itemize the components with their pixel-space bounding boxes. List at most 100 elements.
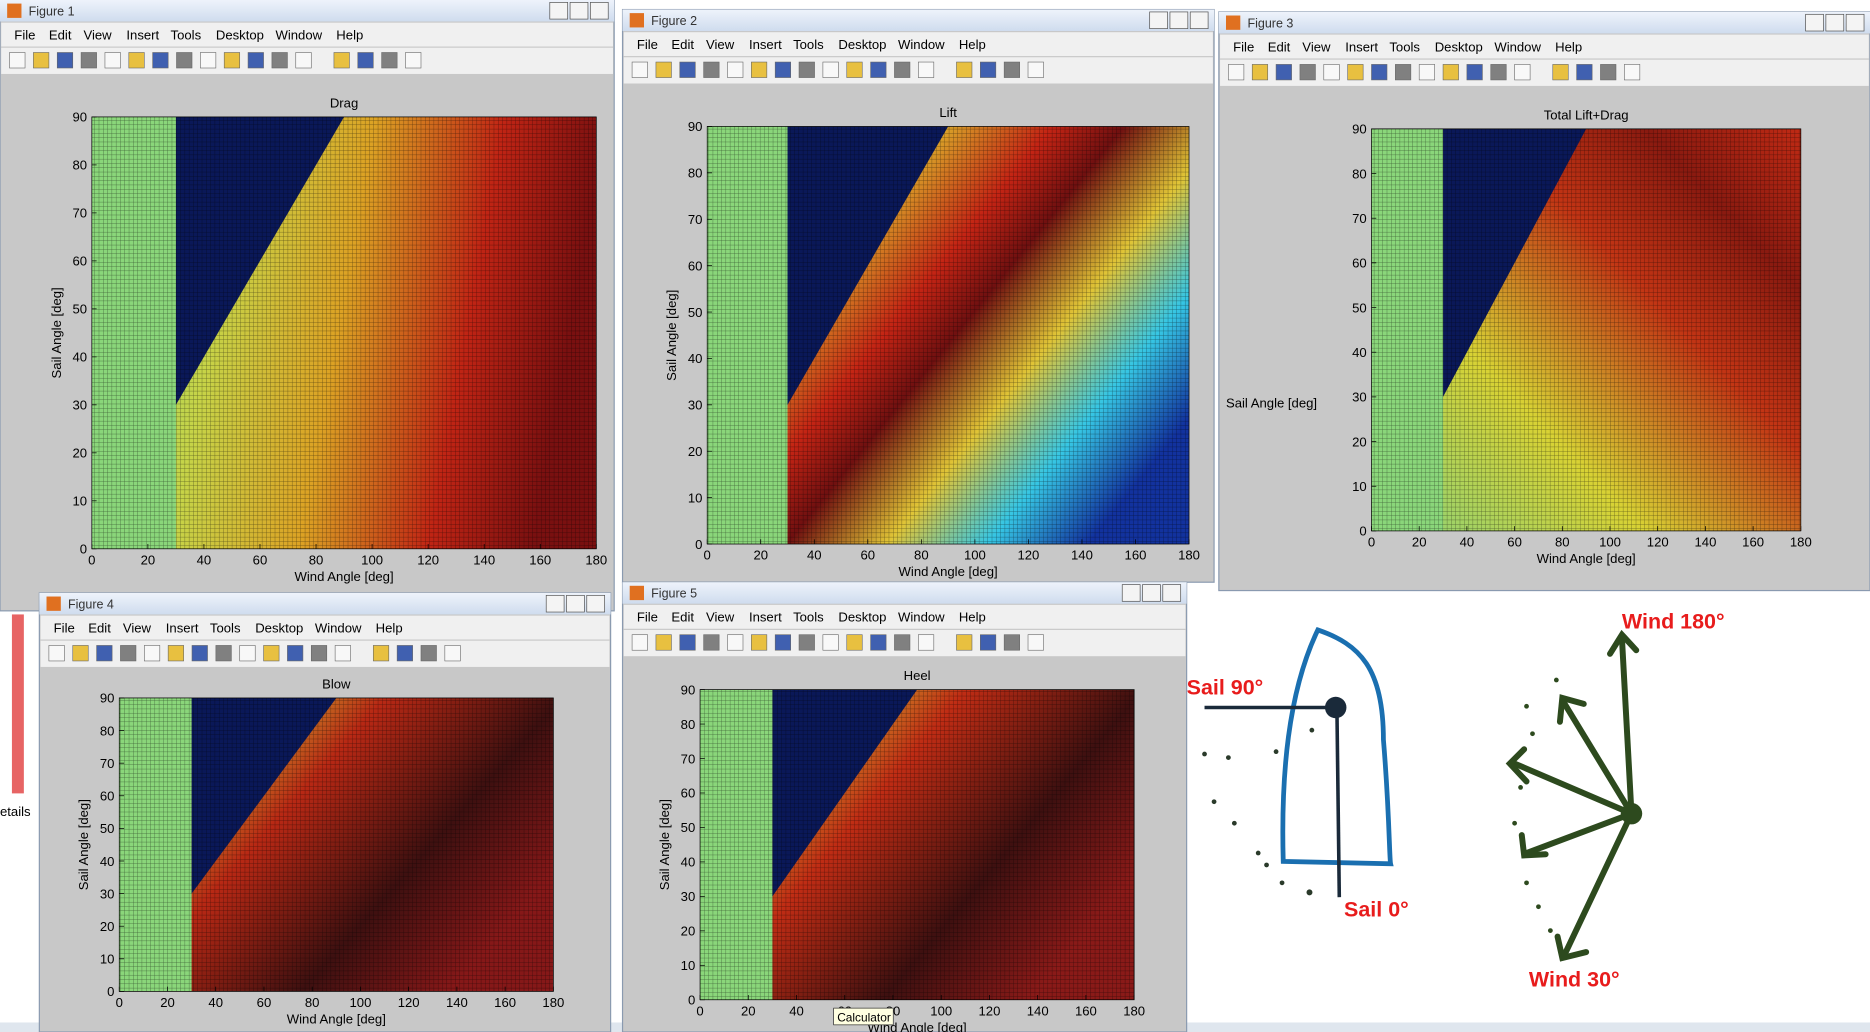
toolbar-button[interactable] xyxy=(1514,64,1531,81)
menu-item[interactable]: Help xyxy=(959,610,986,625)
toolbar-button[interactable] xyxy=(9,52,26,69)
menu-item[interactable]: Window xyxy=(898,610,945,625)
toolbar-button[interactable] xyxy=(918,61,935,78)
toolbar-button[interactable] xyxy=(727,634,744,651)
toolbar-button[interactable] xyxy=(247,52,264,69)
toolbar-button[interactable] xyxy=(679,61,696,78)
toolbar-button[interactable] xyxy=(980,61,997,78)
menu-item[interactable]: Insert xyxy=(166,620,199,635)
toolbar-button[interactable] xyxy=(1003,61,1020,78)
toolbar-button[interactable] xyxy=(798,634,815,651)
toolbar-button[interactable] xyxy=(1624,64,1641,81)
toolbar-button[interactable] xyxy=(120,645,137,662)
window-button[interactable] xyxy=(1825,13,1845,32)
menu-item[interactable]: Desktop xyxy=(838,610,886,625)
toolbar-button[interactable] xyxy=(104,52,121,69)
toolbar-button[interactable] xyxy=(1490,64,1507,81)
toolbar-button[interactable] xyxy=(33,52,50,69)
menu-item[interactable]: Help xyxy=(336,27,363,42)
menu-item[interactable]: Window xyxy=(275,27,322,42)
window-button[interactable] xyxy=(1189,11,1209,29)
toolbar-button[interactable] xyxy=(1027,61,1044,78)
toolbar-button[interactable] xyxy=(295,52,312,69)
toolbar-button[interactable] xyxy=(846,61,863,78)
toolbar-button[interactable] xyxy=(1228,64,1245,81)
toolbar-button[interactable] xyxy=(956,634,973,651)
toolbar-button[interactable] xyxy=(334,645,351,662)
toolbar-button[interactable] xyxy=(152,52,169,69)
toolbar-button[interactable] xyxy=(128,52,145,69)
toolbar-button[interactable] xyxy=(215,645,232,662)
menu-item[interactable]: Edit xyxy=(88,620,111,635)
menu-item[interactable]: Desktop xyxy=(838,37,886,52)
window-button[interactable] xyxy=(586,594,606,613)
window-button[interactable] xyxy=(569,2,589,20)
menu-item[interactable]: Edit xyxy=(671,610,694,625)
toolbar-button[interactable] xyxy=(96,645,113,662)
menu-item[interactable]: Edit xyxy=(1268,39,1291,54)
toolbar-button[interactable] xyxy=(631,61,648,78)
menu-item[interactable]: Desktop xyxy=(216,27,264,42)
toolbar-button[interactable] xyxy=(372,645,390,662)
toolbar-button[interactable] xyxy=(1299,64,1316,81)
menu-item[interactable]: View xyxy=(706,37,735,52)
menu-item[interactable]: Window xyxy=(315,620,362,635)
window-button[interactable] xyxy=(549,2,569,20)
toolbar-button[interactable] xyxy=(1347,64,1364,81)
toolbar-button[interactable] xyxy=(703,61,720,78)
menu-item[interactable]: Window xyxy=(1494,39,1541,54)
toolbar-button[interactable] xyxy=(1275,64,1292,81)
window-button[interactable] xyxy=(1142,584,1161,602)
menu-item[interactable]: File xyxy=(54,620,75,635)
menu-item[interactable]: Help xyxy=(1555,39,1582,54)
toolbar-button[interactable] xyxy=(444,645,461,662)
toolbar-button[interactable] xyxy=(727,61,744,78)
menu-item[interactable]: View xyxy=(1302,39,1331,54)
window-button[interactable] xyxy=(1149,11,1168,29)
toolbar-button[interactable] xyxy=(223,52,241,69)
toolbar-button[interactable] xyxy=(1395,64,1412,81)
toolbar-button[interactable] xyxy=(1027,634,1044,651)
toolbar-button[interactable] xyxy=(333,52,350,69)
toolbar-button[interactable] xyxy=(80,52,97,69)
toolbar-button[interactable] xyxy=(420,645,437,662)
toolbar-button[interactable] xyxy=(751,61,768,78)
toolbar-button[interactable] xyxy=(655,634,672,651)
toolbar-button[interactable] xyxy=(396,645,413,662)
toolbar-button[interactable] xyxy=(655,61,672,78)
toolbar-button[interactable] xyxy=(846,634,863,651)
menu-item[interactable]: Tools xyxy=(210,620,241,635)
toolbar-button[interactable] xyxy=(980,634,997,651)
toolbar-button[interactable] xyxy=(679,634,696,651)
toolbar-button[interactable] xyxy=(1371,64,1388,81)
menu-item[interactable]: File xyxy=(1233,39,1254,54)
toolbar-button[interactable] xyxy=(894,61,911,78)
toolbar-button[interactable] xyxy=(287,645,304,662)
toolbar-button[interactable] xyxy=(1418,64,1435,81)
toolbar-button[interactable] xyxy=(822,61,839,78)
toolbar-button[interactable] xyxy=(144,645,161,662)
toolbar-button[interactable] xyxy=(774,634,791,651)
toolbar-button[interactable] xyxy=(56,52,74,69)
toolbar-button[interactable] xyxy=(1323,64,1340,81)
window-button[interactable] xyxy=(1121,584,1141,602)
menu-item[interactable]: Desktop xyxy=(255,620,303,635)
toolbar-button[interactable] xyxy=(894,634,911,651)
toolbar-button[interactable] xyxy=(1003,634,1020,651)
toolbar-button[interactable] xyxy=(357,52,374,69)
menu-item[interactable]: Help xyxy=(376,620,403,635)
menu-item[interactable]: File xyxy=(637,37,658,52)
toolbar-button[interactable] xyxy=(1442,64,1459,81)
menu-item[interactable]: File xyxy=(637,610,658,625)
toolbar-button[interactable] xyxy=(176,52,193,69)
menu-item[interactable]: Tools xyxy=(171,27,202,42)
window-button[interactable] xyxy=(545,594,565,613)
menu-item[interactable]: Window xyxy=(898,37,945,52)
menu-item[interactable]: View xyxy=(706,610,735,625)
toolbar-button[interactable] xyxy=(1576,64,1593,81)
menu-item[interactable]: Insert xyxy=(126,27,159,42)
toolbar-button[interactable] xyxy=(956,61,973,78)
toolbar-button[interactable] xyxy=(1251,64,1269,81)
toolbar-button[interactable] xyxy=(822,634,839,651)
window-button[interactable] xyxy=(1162,584,1182,602)
